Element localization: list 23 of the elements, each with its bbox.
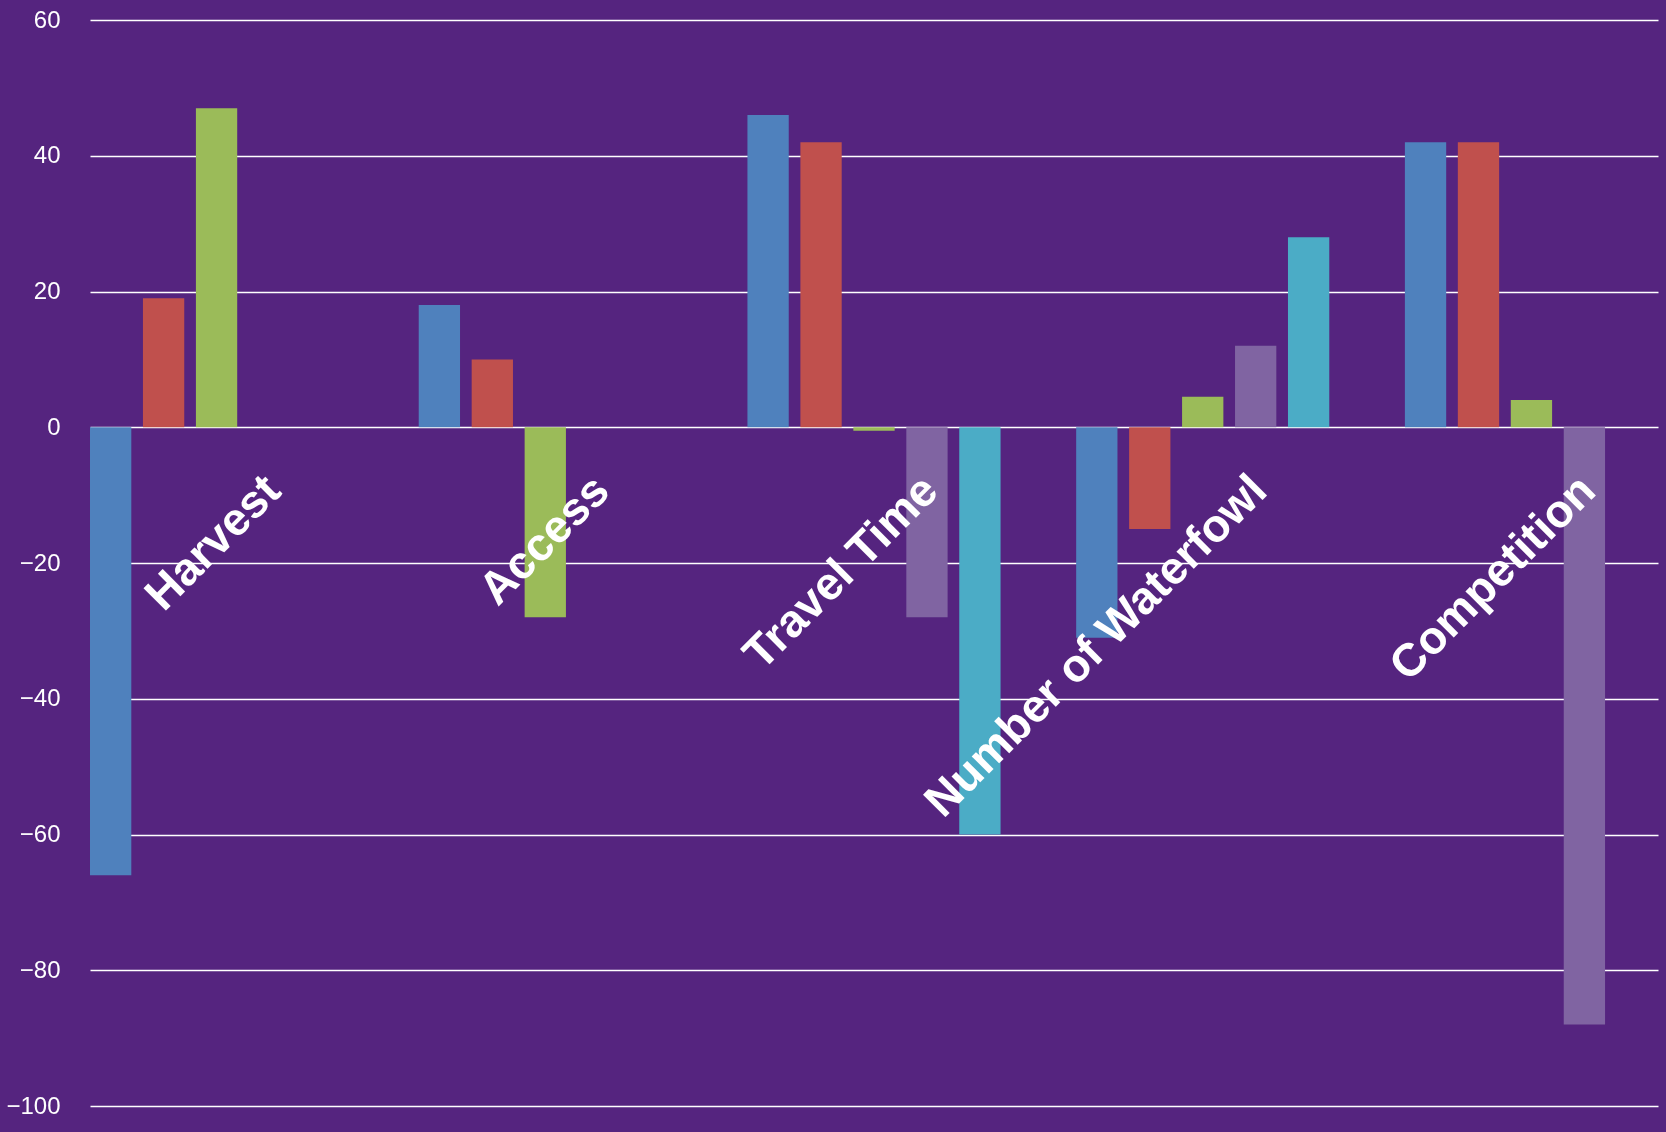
y-tick-label: −40: [19, 684, 61, 712]
bar: [1404, 142, 1447, 428]
bar: [747, 115, 789, 428]
y-tick-label: −60: [19, 820, 61, 847]
y-tick-label: −100: [6, 1091, 61, 1119]
bar: [1510, 400, 1553, 428]
y-tick-label: −80: [19, 955, 61, 983]
bar: [853, 427, 895, 431]
bar: [1457, 142, 1500, 428]
bar: [142, 298, 185, 428]
y-tick-label: 0: [47, 412, 61, 440]
bar: [195, 108, 238, 428]
y-tick-label: 40: [33, 141, 61, 169]
bar: [1182, 396, 1224, 428]
y-tick-label: −20: [19, 548, 61, 576]
y-tick-label: 20: [33, 277, 61, 304]
bar: [471, 359, 513, 428]
bar: [90, 427, 132, 876]
bar: [418, 305, 461, 428]
bar: [1287, 237, 1330, 428]
y-tick-label: 60: [33, 5, 61, 33]
bar: [800, 142, 842, 428]
bar: [1235, 345, 1277, 428]
